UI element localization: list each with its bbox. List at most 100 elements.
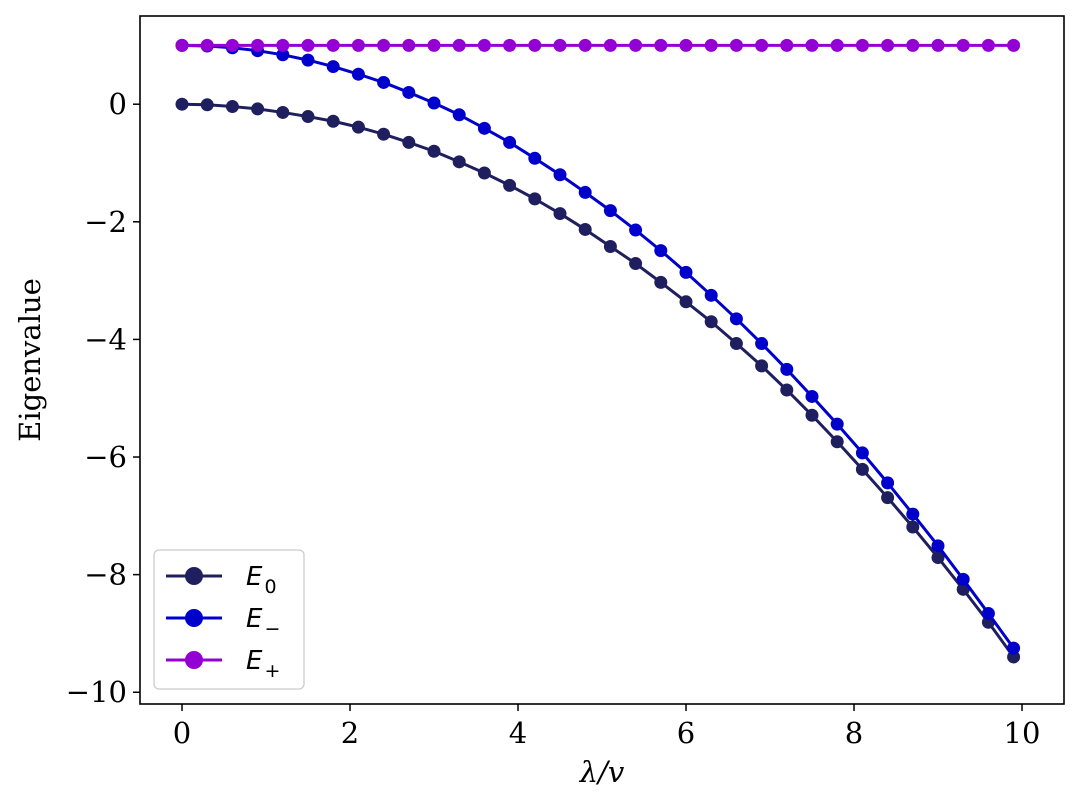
- data-point: [251, 102, 265, 116]
- data-point: [578, 185, 592, 199]
- data-point: [351, 120, 365, 134]
- x-tick-label: 10: [1004, 716, 1041, 750]
- data-point: [1007, 38, 1021, 52]
- data-point: [855, 462, 869, 476]
- y-axis-label: Eigenvalue: [13, 278, 47, 442]
- y-tick-label: −6: [84, 440, 127, 474]
- data-point: [654, 275, 668, 289]
- data-point: [931, 38, 945, 52]
- data-point: [200, 98, 214, 112]
- data-point: [578, 38, 592, 52]
- data-point: [805, 38, 819, 52]
- data-point: [729, 337, 743, 351]
- data-point: [326, 60, 340, 74]
- data-point: [780, 38, 794, 52]
- data-point: [276, 48, 290, 62]
- y-tick-label: 0: [109, 87, 127, 121]
- data-point: [704, 288, 718, 302]
- x-tick-label: 0: [173, 716, 191, 750]
- data-point: [729, 312, 743, 326]
- data-point: [377, 75, 391, 89]
- legend-label: E −: [246, 604, 280, 640]
- data-point: [704, 38, 718, 52]
- data-point: [326, 38, 340, 52]
- data-point: [629, 38, 643, 52]
- data-point: [755, 38, 769, 52]
- data-point: [881, 491, 895, 505]
- legend-label-main: E: [246, 604, 263, 634]
- data-point: [377, 127, 391, 141]
- data-point: [755, 359, 769, 373]
- data-point: [881, 38, 895, 52]
- data-point: [679, 38, 693, 52]
- data-point: [805, 408, 819, 422]
- data-point: [780, 362, 794, 376]
- data-point: [729, 38, 743, 52]
- data-point: [200, 38, 214, 52]
- legend-marker: [185, 609, 203, 627]
- data-point: [351, 38, 365, 52]
- legend-label-subscript: 0: [264, 576, 276, 598]
- data-point: [830, 435, 844, 449]
- data-point: [855, 38, 869, 52]
- y-tick-label: −8: [84, 558, 127, 592]
- data-point: [906, 38, 920, 52]
- data-point: [301, 38, 315, 52]
- data-point: [931, 551, 945, 565]
- data-point: [276, 38, 290, 52]
- data-point: [578, 222, 592, 236]
- data-point: [477, 38, 491, 52]
- data-point: [654, 244, 668, 258]
- data-point: [603, 204, 617, 218]
- data-point: [855, 446, 869, 460]
- data-point: [452, 108, 466, 122]
- data-point: [402, 85, 416, 99]
- data-point: [981, 38, 995, 52]
- data-point: [477, 166, 491, 180]
- data-point: [603, 240, 617, 254]
- data-point: [553, 168, 567, 182]
- data-point: [402, 38, 416, 52]
- data-point: [956, 38, 970, 52]
- series-line: [181, 102, 1015, 658]
- data-point: [956, 572, 970, 586]
- data-point: [679, 295, 693, 309]
- data-point: [225, 100, 239, 114]
- y-tick-label: −2: [84, 205, 127, 239]
- legend: E 0E −E +: [153, 549, 305, 690]
- data-point: [326, 114, 340, 128]
- series-1: [175, 97, 1021, 664]
- data-point: [377, 38, 391, 52]
- data-point: [906, 507, 920, 521]
- x-tick-label: 6: [677, 716, 695, 750]
- data-point: [225, 38, 239, 52]
- data-point: [452, 155, 466, 169]
- y-axis: 0 −2 −4 −6 −8 −10: [66, 87, 140, 709]
- data-point: [528, 192, 542, 206]
- data-point: [654, 38, 668, 52]
- legend-marker: [185, 567, 203, 585]
- series-line: [181, 43, 1015, 650]
- data-point: [679, 265, 693, 279]
- data-point: [704, 315, 718, 329]
- data-point: [427, 144, 441, 158]
- data-point: [553, 38, 567, 52]
- data-point: [477, 121, 491, 135]
- data-point: [881, 476, 895, 490]
- data-point: [402, 135, 416, 149]
- series-3: [175, 38, 1021, 52]
- legend-label-main: E: [246, 562, 263, 592]
- y-tick-label: −4: [84, 322, 127, 356]
- data-point: [452, 38, 466, 52]
- legend-item: E −: [166, 604, 280, 640]
- data-point: [805, 389, 819, 403]
- data-point: [553, 207, 567, 221]
- data-point: [175, 97, 189, 111]
- legend-label-main: E: [246, 646, 263, 676]
- x-axis: 0 2 4 6 8 10: [173, 704, 1041, 750]
- data-point: [427, 96, 441, 110]
- x-axis-label: λ/v: [579, 755, 625, 789]
